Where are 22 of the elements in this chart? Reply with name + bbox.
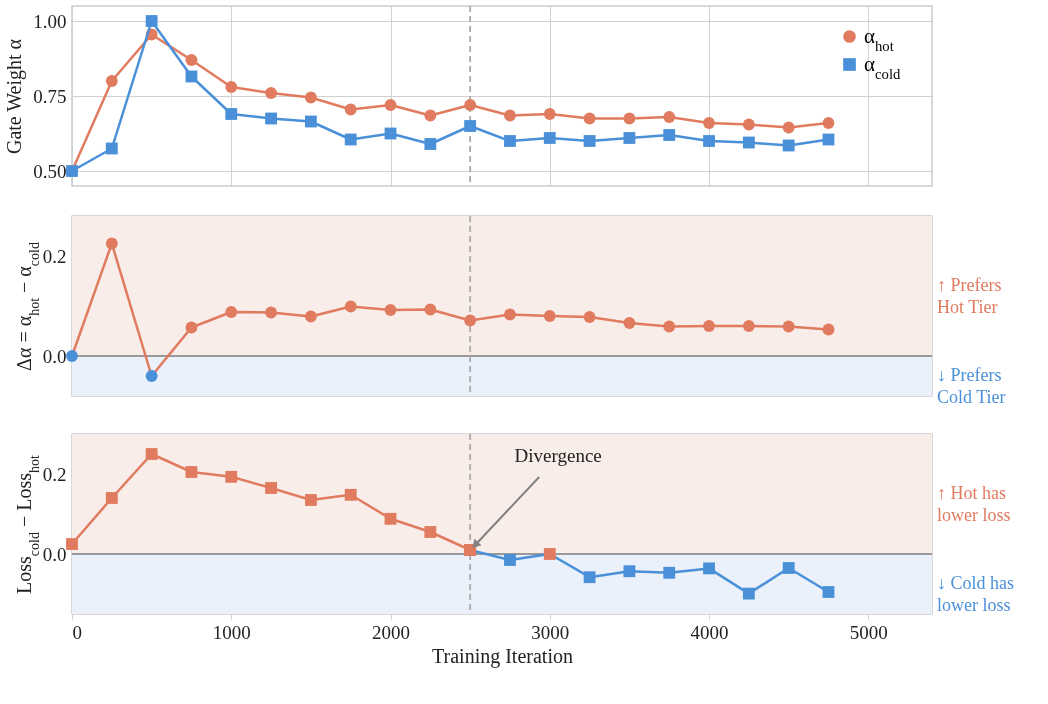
band-label: ↑ Prefers Hot Tier bbox=[937, 275, 1002, 317]
y-tick-label: 0.2 bbox=[42, 463, 67, 485]
x-tick-label: 2000 bbox=[372, 621, 411, 643]
x-tick-label: 0 bbox=[72, 621, 82, 643]
band-label: ↑ Hot has lower loss bbox=[937, 483, 1011, 525]
annotation: Divergence bbox=[514, 445, 602, 466]
y-tick-label: 0.2 bbox=[42, 245, 67, 267]
legend-label: α$_{hot}$ bbox=[864, 23, 894, 54]
band-label: ↓ Cold has lower loss bbox=[937, 573, 1015, 615]
y-tick-label: 0.75 bbox=[33, 85, 67, 107]
x-tick-label: 1000 bbox=[212, 621, 251, 643]
legend-label: α$_{cold}$ bbox=[864, 51, 901, 82]
y-axis-title: Gate Weight α bbox=[3, 38, 27, 155]
y-tick-label: 0.0 bbox=[42, 345, 67, 367]
x-axis-title: Training Iteration bbox=[432, 644, 573, 668]
band-label: ↓ Prefers Cold Tier bbox=[937, 365, 1006, 407]
x-tick-label: 3000 bbox=[531, 621, 570, 643]
y-tick-label: 0.50 bbox=[33, 160, 67, 182]
y-tick-label: 0.0 bbox=[42, 543, 67, 565]
y-tick-label: 1.00 bbox=[33, 10, 67, 32]
x-tick-label: 5000 bbox=[849, 621, 888, 643]
x-tick-label: 4000 bbox=[690, 621, 729, 643]
